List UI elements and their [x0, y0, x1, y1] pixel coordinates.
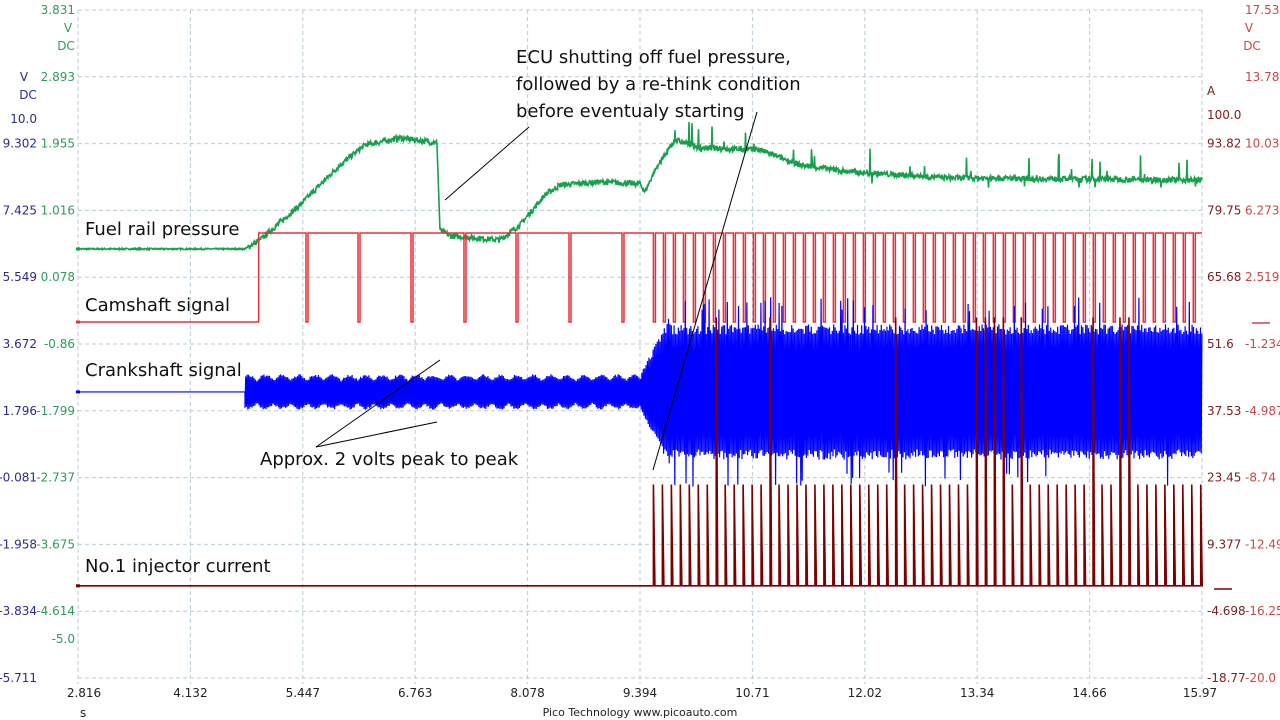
darkred-y-tick-label: 79.75 [1207, 203, 1241, 217]
red-channel-marker [76, 320, 80, 324]
blue-y-tick-label: 1.796 [3, 404, 37, 418]
green-y-tick-label: -1.799 [36, 404, 75, 418]
red-y-tick-label: -16.25 [1245, 604, 1280, 618]
label-fuel-rail-pressure: Fuel rail pressure [85, 219, 239, 240]
green-limit-label: -5.0 [52, 632, 75, 646]
red-y-tick-label: 13.78 [1245, 70, 1279, 84]
darkred-y-tick-label: 9.377 [1207, 537, 1241, 551]
red-y-tick-label: 10.03 [1245, 137, 1279, 151]
green-y-tick-label: -4.614 [36, 604, 75, 618]
annotation-peak-to-peak: Approx. 2 volts peak to peak [260, 449, 519, 470]
red-y-tick-label: 17.53 [1245, 3, 1279, 17]
darkred-channel-marker [76, 584, 80, 588]
traces [76, 121, 1204, 588]
green-y-tick-label: 3.831 [41, 3, 75, 17]
x-tick-label: 15.97 [1183, 686, 1217, 700]
blue-y-tick-label: 7.425 [3, 203, 37, 217]
red-y-tick-label: -20.0 [1245, 671, 1276, 685]
blue-limit-label: 10.0 [10, 112, 37, 126]
x-tick-label: 10.71 [735, 686, 769, 700]
green-y-tick-label: 1.955 [41, 137, 75, 151]
blue-unit-label: V [20, 70, 29, 84]
x-tick-label: 12.02 [848, 686, 882, 700]
darkred-y-tick-label: 37.53 [1207, 404, 1241, 418]
blue-coupling-label: DC [19, 88, 37, 102]
green-y-tick-label: 2.893 [41, 70, 75, 84]
red-y-tick-label: 6.273 [1245, 203, 1279, 217]
darkred-y-tick-label: 65.68 [1207, 270, 1241, 284]
green-unit-label: V [64, 21, 73, 35]
red-unit-label: V [1245, 21, 1254, 35]
label-crankshaft-signal: Crankshaft signal [85, 360, 242, 381]
x-tick-label: 9.394 [623, 686, 657, 700]
blue-y-tick-label: 5.549 [3, 270, 37, 284]
blue-y-tick-label: 3.672 [3, 337, 37, 351]
annotation-ecu-line2: followed by a re-think condition [516, 74, 801, 95]
annotation-pointer [315, 359, 441, 448]
annotation-ecu-line3: before eventualy starting [516, 101, 745, 122]
red-y-tick-label: 2.519 [1245, 270, 1279, 284]
x-tick-label: 13.34 [960, 686, 994, 700]
red-y-tick-label: -12.49 [1245, 537, 1280, 551]
footer: Pico Technology www.picoauto.com [543, 706, 738, 719]
label-injector-current: No.1 injector current [85, 556, 271, 577]
annotation-pointer [652, 111, 758, 471]
blue-y-tick-label: 9.302 [3, 137, 37, 151]
darkred-y-tick-label: -4.698 [1207, 604, 1246, 618]
trace-injector-current [78, 317, 1204, 587]
tick-labels: 2.816 4.132 5.447 6.763 8.078 9.394 10.71 12.02… [0, 3, 1280, 700]
x-tick-label: 4.132 [173, 686, 207, 700]
green-channel-marker [76, 247, 80, 251]
green-y-tick-label: -0.86 [44, 337, 75, 351]
annotation-pointer [444, 126, 530, 201]
trace-fuel-rail-pressure [77, 121, 1203, 252]
red-y-tick-label: -1.234 [1245, 337, 1280, 351]
green-y-tick-label: 1.016 [41, 203, 75, 217]
x-tick-label: 14.66 [1072, 686, 1106, 700]
darkred-limit-label: 100.0 [1207, 108, 1241, 122]
red-y-tick-label: -4.987 [1245, 404, 1280, 418]
darkred-y-tick-label: -18.77 [1207, 671, 1246, 685]
trace-crankshaft-signal [78, 297, 1203, 487]
x-tick-label: 6.763 [398, 686, 432, 700]
red-coupling-label: DC [1243, 39, 1261, 53]
x-tick-label: 5.447 [286, 686, 320, 700]
green-y-tick-label: 0.078 [41, 270, 75, 284]
green-coupling-label: DC [57, 39, 75, 53]
blue-y-tick-label: -1.958 [0, 537, 37, 551]
red-y-tick-label: -8.74 [1245, 471, 1276, 485]
annotation-pointer [315, 421, 438, 448]
x-tick-label: 8.078 [510, 686, 544, 700]
blue-channel-marker [76, 390, 80, 394]
x-tick-label: 2.816 [67, 686, 101, 700]
darkred-y-tick-label: 23.45 [1207, 471, 1241, 485]
annotation-ecu-line1: ECU shutting off fuel pressure, [516, 47, 791, 68]
blue-y-tick-label: -3.834 [0, 604, 37, 618]
darkred-y-tick-label: 51.6 [1207, 337, 1234, 351]
x-unit-label: s [80, 706, 86, 720]
trace-camshaft-signal [78, 232, 1202, 323]
green-y-tick-label: -2.737 [36, 471, 75, 485]
darkred-unit-label: A [1207, 84, 1216, 98]
blue-y-tick-label: -5.711 [0, 671, 37, 685]
blue-y-tick-label: -0.081 [0, 471, 37, 485]
darkred-y-tick-label: 93.82 [1207, 137, 1241, 151]
green-y-tick-label: -3.675 [36, 537, 75, 551]
label-camshaft-signal: Camshaft signal [85, 295, 230, 316]
